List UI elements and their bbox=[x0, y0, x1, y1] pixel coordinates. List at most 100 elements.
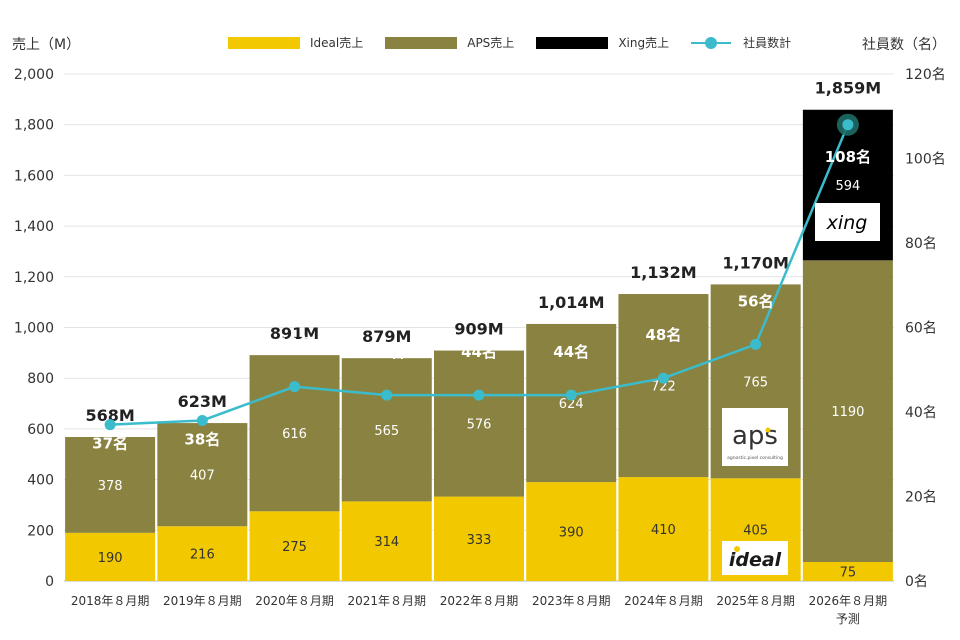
employees-value-label: 44名 bbox=[369, 343, 405, 361]
employees-point bbox=[289, 381, 301, 393]
x-tick-sublabel: 予測 bbox=[836, 612, 860, 626]
employees-point bbox=[196, 414, 208, 426]
bar-total-label: 568M bbox=[85, 406, 134, 425]
aps-logo-dot bbox=[765, 427, 771, 433]
bar-total-label: 1,170M bbox=[722, 253, 789, 272]
bar-aps-value-label: 565 bbox=[374, 424, 399, 439]
bar-total-label: 891M bbox=[270, 324, 319, 343]
bar-ideal-value-label: 390 bbox=[559, 526, 584, 541]
y-right-tick-label: 40名 bbox=[905, 405, 937, 421]
legend-employees: 社員数計 bbox=[691, 34, 791, 51]
aps-logo-caption: agnostic.pixel consulting bbox=[727, 455, 783, 461]
y-right-tick-label: 60名 bbox=[905, 321, 937, 337]
employees-value-label: 108名 bbox=[825, 148, 871, 166]
right-axis-title: 社員数（名） bbox=[862, 37, 946, 53]
employees-point bbox=[565, 389, 577, 401]
legend-aps-swatch bbox=[385, 36, 458, 49]
legend-employees-marker bbox=[691, 36, 732, 50]
bar-ideal bbox=[65, 532, 156, 581]
x-tick-label: 2025年８月期 bbox=[716, 594, 795, 608]
y-right-tick-label: 80名 bbox=[905, 236, 937, 252]
left-axis-title: 売上（M） bbox=[12, 37, 81, 53]
x-tick-label: 2026年８月期 bbox=[809, 594, 888, 608]
bar-aps-value-label: 1190 bbox=[831, 405, 864, 420]
bar-ideal-value-label: 216 bbox=[190, 548, 215, 563]
y-left-tick-label: 400 bbox=[27, 473, 54, 489]
xing-logo-box bbox=[815, 203, 880, 241]
y-left-tick-label: 1,600 bbox=[14, 168, 54, 184]
legend: Ideal売上 APS売上 Xing売上 社員数計 bbox=[228, 34, 813, 51]
bar-ideal bbox=[157, 526, 248, 581]
x-tick-label: 2020年８月期 bbox=[255, 594, 334, 608]
bar-aps bbox=[802, 260, 893, 562]
bar-aps-value-label: 378 bbox=[98, 479, 123, 494]
employees-value-label: 38名 bbox=[184, 430, 220, 448]
bar-aps-value-label: 765 bbox=[743, 375, 768, 390]
bar-aps-value-label: 624 bbox=[559, 397, 584, 412]
employees-value-label: 48名 bbox=[646, 326, 682, 344]
y-right-tick-label: 20名 bbox=[905, 490, 937, 506]
legend-ideal-label: Ideal売上 bbox=[310, 36, 364, 50]
bar-total-label: 909M bbox=[454, 320, 503, 339]
ideal-logo-text: ideal bbox=[729, 549, 782, 571]
bar-ideal-value-label: 275 bbox=[282, 540, 307, 555]
bar-aps-value-label: 576 bbox=[467, 418, 492, 433]
bar-aps-value-label: 616 bbox=[282, 427, 307, 442]
employees-value-label: 56名 bbox=[738, 292, 774, 310]
bar-ideal bbox=[802, 561, 893, 581]
y-left-tick-label: 1,200 bbox=[14, 270, 54, 286]
x-tick-label: 2022年８月期 bbox=[440, 594, 519, 608]
employees-value-label: 44名 bbox=[461, 343, 497, 361]
bar-aps-value-label: 722 bbox=[651, 380, 676, 395]
legend-xing: Xing売上 bbox=[536, 34, 669, 51]
x-tick-label: 2023年８月期 bbox=[532, 594, 611, 608]
y-right-tick-label: 0名 bbox=[905, 574, 928, 590]
bar-aps bbox=[618, 294, 709, 478]
employees-point bbox=[842, 119, 854, 131]
legend-aps: APS売上 bbox=[385, 34, 514, 51]
bar-total-label: 1,132M bbox=[630, 263, 697, 282]
bar-ideal bbox=[249, 511, 340, 581]
employees-point bbox=[104, 419, 116, 431]
bar-ideal-value-label: 75 bbox=[840, 565, 857, 580]
bar-ideal-value-label: 405 bbox=[743, 524, 768, 539]
bar-ideal bbox=[526, 482, 617, 581]
bar-aps bbox=[341, 358, 432, 502]
bar-ideal-value-label: 190 bbox=[98, 551, 123, 566]
bar-aps bbox=[65, 437, 156, 533]
employees-value-label: 46名 bbox=[277, 335, 313, 353]
aps-logo-text: aps bbox=[732, 421, 778, 451]
x-tick-label: 2021年８月期 bbox=[348, 594, 427, 608]
employees-value-label: 37名 bbox=[92, 435, 128, 453]
employees-point bbox=[750, 338, 762, 350]
bar-ideal-value-label: 410 bbox=[651, 523, 676, 538]
employees-point bbox=[473, 389, 485, 401]
legend-ideal: Ideal売上 bbox=[228, 34, 363, 51]
y-left-tick-label: 0 bbox=[45, 574, 54, 590]
x-tick-label: 2018年８月期 bbox=[71, 594, 150, 608]
bar-ideal-value-label: 314 bbox=[374, 535, 399, 550]
y-left-tick-label: 200 bbox=[27, 523, 54, 539]
y-left-tick-label: 800 bbox=[27, 371, 54, 387]
legend-ideal-swatch bbox=[228, 36, 300, 49]
bar-total-label: 1,859M bbox=[815, 79, 882, 98]
employees-point bbox=[381, 389, 393, 401]
y-left-tick-label: 1,400 bbox=[14, 219, 54, 235]
bar-xing-value-label: 594 bbox=[835, 179, 860, 194]
y-left-tick-label: 600 bbox=[27, 422, 54, 438]
y-right-tick-label: 120名 bbox=[905, 67, 946, 83]
y-left-tick-label: 2,000 bbox=[14, 67, 54, 83]
bar-ideal bbox=[618, 477, 709, 581]
bar-aps-value-label: 407 bbox=[190, 469, 215, 484]
ideal-logo-box bbox=[722, 541, 788, 575]
bar-total-label: 1,014M bbox=[538, 293, 605, 312]
y-left-tick-label: 1,800 bbox=[14, 118, 54, 134]
x-tick-label: 2024年８月期 bbox=[624, 594, 703, 608]
legend-xing-swatch bbox=[536, 36, 609, 49]
xing-logo-text: xing bbox=[826, 212, 868, 234]
employees-point bbox=[657, 372, 669, 384]
employees-value-label: 44名 bbox=[553, 343, 589, 361]
y-left-tick-label: 1,000 bbox=[14, 321, 54, 337]
bar-ideal-value-label: 333 bbox=[467, 533, 492, 548]
